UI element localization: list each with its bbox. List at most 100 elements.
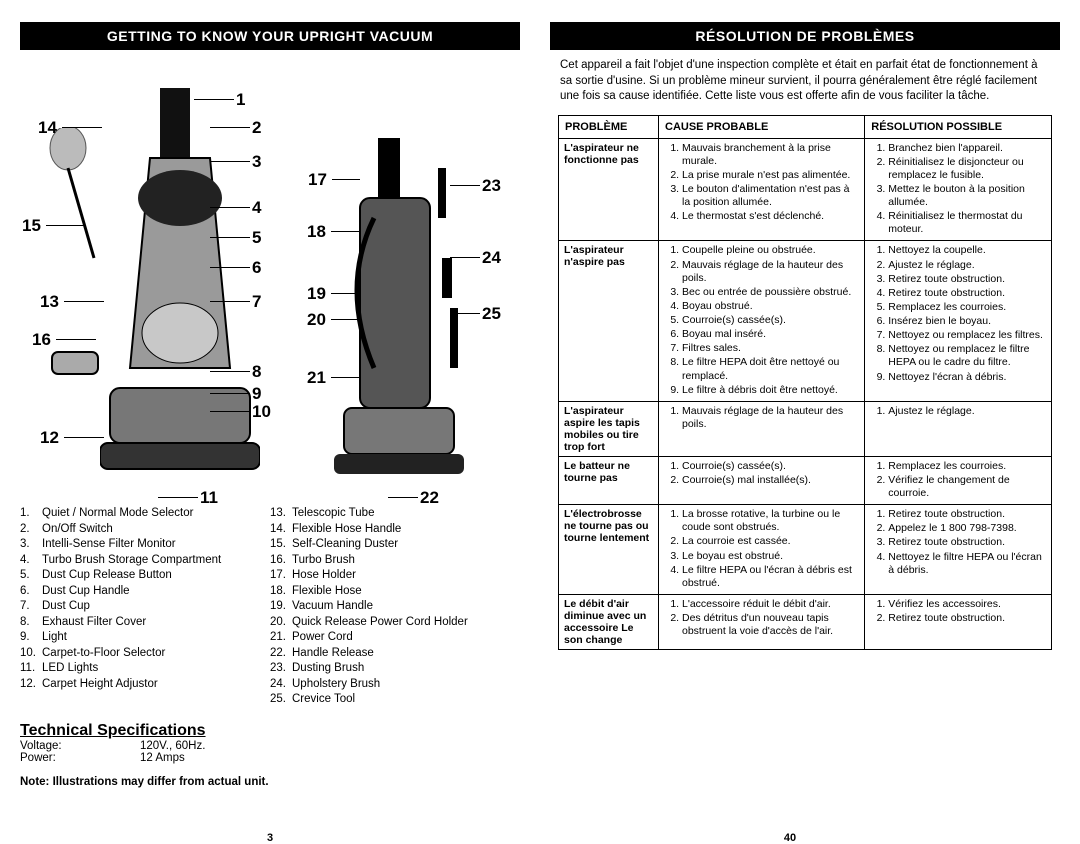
part-row: 21.Power Cord — [270, 630, 520, 646]
callout-13: 13 — [40, 292, 59, 312]
cause-item: Le boyau est obstrué. — [682, 550, 859, 563]
part-num: 1. — [20, 506, 42, 522]
right-column: RÉSOLUTION DE PROBLÈMES Cet appareil a f… — [550, 22, 1060, 788]
problem-cell: L'aspirateur n'aspire pas — [559, 241, 659, 401]
part-row: 15.Self-Cleaning Duster — [270, 537, 520, 553]
part-label: Hose Holder — [292, 568, 520, 584]
parts-list: 1.Quiet / Normal Mode Selector2.On/Off S… — [20, 506, 520, 708]
part-row: 22.Handle Release — [270, 646, 520, 662]
callout-line — [194, 99, 234, 100]
callout-23: 23 — [482, 176, 501, 196]
part-num: 10. — [20, 646, 42, 662]
fix-item: Vérifiez les accessoires. — [888, 598, 1046, 611]
spec-key: Voltage: — [20, 740, 140, 752]
problem-cell: L'aspirateur aspire les tapis mobiles ou… — [559, 401, 659, 456]
callout-19: 19 — [307, 284, 326, 304]
callout-25: 25 — [482, 304, 501, 324]
fix-item: Nettoyez la coupelle. — [888, 244, 1046, 257]
part-label: Turbo Brush Storage Compartment — [42, 553, 270, 569]
part-label: Dust Cup Handle — [42, 584, 270, 600]
part-label: Turbo Brush — [292, 553, 520, 569]
part-row: 18.Flexible Hose — [270, 584, 520, 600]
part-label: Flexible Hose Handle — [292, 522, 520, 538]
left-header: GETTING TO KNOW YOUR UPRIGHT VACUUM — [20, 22, 520, 50]
fix-item: Vérifiez le changement de courroie. — [888, 474, 1046, 500]
callout-3: 3 — [252, 152, 261, 172]
part-num: 14. — [270, 522, 292, 538]
part-row: 10.Carpet-to-Floor Selector — [20, 646, 270, 662]
part-label: Carpet-to-Floor Selector — [42, 646, 270, 662]
table-row: Le batteur ne tourne pasCourroie(s) cass… — [559, 456, 1052, 504]
callout-16: 16 — [32, 330, 51, 350]
part-num: 22. — [270, 646, 292, 662]
fix-cell: Vérifiez les accessoires.Retirez toute o… — [865, 594, 1052, 649]
fix-item: Ajustez le réglage. — [888, 405, 1046, 418]
part-label: Crevice Tool — [292, 692, 520, 708]
fix-item: Retirez toute obstruction. — [888, 287, 1046, 300]
callout-9: 9 — [252, 384, 261, 404]
part-label: Upholstery Brush — [292, 677, 520, 693]
part-num: 19. — [270, 599, 292, 615]
col-cause: CAUSE PROBABLE — [659, 115, 865, 138]
callout-line — [64, 301, 104, 302]
callout-18: 18 — [307, 222, 326, 242]
part-num: 4. — [20, 553, 42, 569]
callout-line — [210, 161, 250, 162]
col-problem: PROBLÈME — [559, 115, 659, 138]
fix-cell: Retirez toute obstruction.Appelez le 1 8… — [865, 505, 1052, 595]
cause-item: Courroie(s) mal installée(s). — [682, 474, 859, 487]
table-row: L'électrobrosse ne tourne pas ou tourne … — [559, 505, 1052, 595]
cause-item: Coupelle pleine ou obstruée. — [682, 244, 859, 257]
fix-item: Nettoyez l'écran à débris. — [888, 371, 1046, 384]
fix-item: Remplacez les courroies. — [888, 301, 1046, 314]
part-label: LED Lights — [42, 661, 270, 677]
fix-item: Appelez le 1 800 798-7398. — [888, 522, 1046, 535]
fix-item: Nettoyez le filtre HEPA ou l'écran à déb… — [888, 551, 1046, 577]
cause-item: La prise murale n'est pas alimentée. — [682, 169, 859, 182]
callout-1: 1 — [236, 90, 245, 110]
cause-item: Le filtre HEPA doit être nettoyé ou remp… — [682, 356, 859, 382]
cause-item: Le bouton d'alimentation n'est pas à la … — [682, 183, 859, 209]
part-label: Quick Release Power Cord Holder — [292, 615, 520, 631]
callout-7: 7 — [252, 292, 261, 312]
part-row: 17.Hose Holder — [270, 568, 520, 584]
part-num: 18. — [270, 584, 292, 600]
cause-cell: Mauvais branchement à la prise murale.La… — [659, 138, 865, 241]
callout-11: 11 — [200, 488, 218, 508]
cause-item: Filtres sales. — [682, 342, 859, 355]
callout-line — [450, 313, 480, 314]
cause-cell: Coupelle pleine ou obstruée.Mauvais régl… — [659, 241, 865, 401]
part-label: Handle Release — [292, 646, 520, 662]
fix-cell: Branchez bien l'appareil.Réinitialisez l… — [865, 138, 1052, 241]
part-row: 12.Carpet Height Adjustor — [20, 677, 270, 693]
spec-value: 12 Amps — [140, 752, 185, 764]
part-label: Carpet Height Adjustor — [42, 677, 270, 693]
callout-line — [331, 377, 359, 378]
cause-item: Mauvais branchement à la prise murale. — [682, 142, 859, 168]
part-row: 20.Quick Release Power Cord Holder — [270, 615, 520, 631]
callout-line — [210, 207, 250, 208]
duster-svg — [48, 128, 108, 268]
callout-line — [46, 225, 86, 226]
fix-cell: Nettoyez la coupelle. Ajustez le réglage.… — [865, 241, 1052, 401]
callout-14: 14 — [38, 118, 57, 138]
fix-item: Retirez toute obstruction. — [888, 536, 1046, 549]
col-fix: RÉSOLUTION POSSIBLE — [865, 115, 1052, 138]
callout-line — [210, 127, 250, 128]
part-label: Telescopic Tube — [292, 506, 520, 522]
cause-item: Bec ou entrée de poussière obstrué. — [682, 286, 859, 299]
part-label: On/Off Switch — [42, 522, 270, 538]
table-header-row: PROBLÈME CAUSE PROBABLE RÉSOLUTION POSSI… — [559, 115, 1052, 138]
fix-item: Retirez toute obstruction. — [888, 508, 1046, 521]
fix-cell: Ajustez le réglage. — [865, 401, 1052, 456]
part-num: 8. — [20, 615, 42, 631]
callout-8: 8 — [252, 362, 261, 382]
fix-item: Branchez bien l'appareil. — [888, 142, 1046, 155]
part-label: Quiet / Normal Mode Selector — [42, 506, 270, 522]
fix-item: Ajustez le réglage. — [888, 259, 1046, 272]
cause-cell: Mauvais réglage de la hauteur des poils. — [659, 401, 865, 456]
part-row: 19.Vacuum Handle — [270, 599, 520, 615]
callout-2: 2 — [252, 118, 261, 138]
callout-24: 24 — [482, 248, 501, 268]
part-row: 25.Crevice Tool — [270, 692, 520, 708]
